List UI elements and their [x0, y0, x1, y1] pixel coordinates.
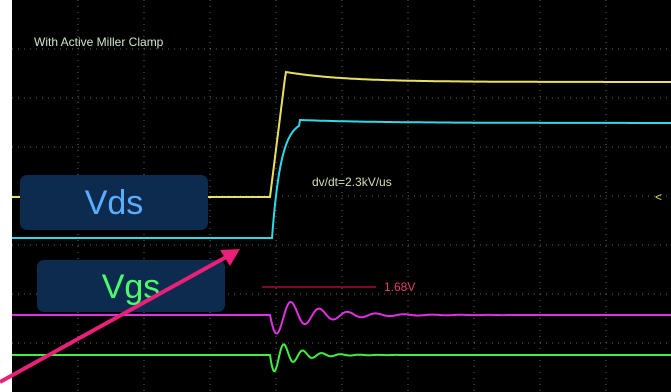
title: With Active Miller Clamp	[34, 35, 164, 49]
threshold-label: 1.68V	[384, 280, 415, 294]
scope-screen: With Active Miller Clamp dv/dt=2.3kV/us …	[0, 0, 671, 392]
vds-label: Vds	[85, 184, 144, 222]
page: With Active Miller Clamp dv/dt=2.3kV/us …	[0, 0, 671, 392]
dvdt-annotation: dv/dt=2.3kV/us	[312, 175, 392, 189]
trigger-marker: <	[655, 190, 662, 204]
